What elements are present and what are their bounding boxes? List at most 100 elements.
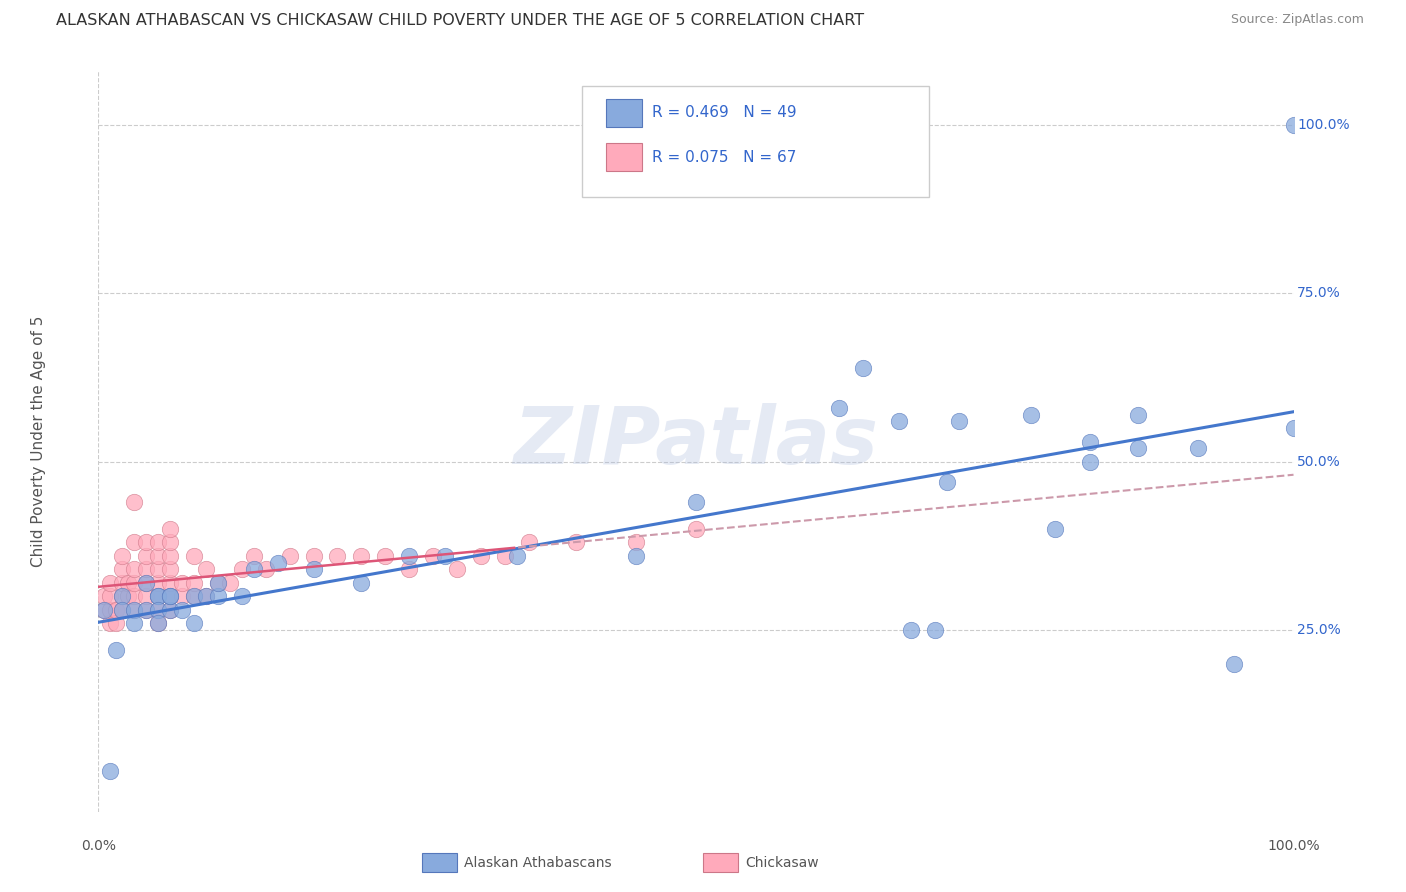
Text: 50.0%: 50.0%	[1298, 455, 1341, 468]
Text: ALASKAN ATHABASCAN VS CHICKASAW CHILD POVERTY UNDER THE AGE OF 5 CORRELATION CHA: ALASKAN ATHABASCAN VS CHICKASAW CHILD PO…	[56, 13, 865, 29]
Point	[935, 475, 957, 489]
Point	[148, 616, 170, 631]
Point	[135, 575, 157, 590]
Point	[98, 616, 122, 631]
Point	[148, 549, 170, 563]
Point	[231, 590, 253, 604]
Point	[159, 575, 181, 590]
Point	[111, 603, 134, 617]
Point	[422, 549, 444, 563]
Point	[889, 414, 911, 428]
Point	[194, 590, 217, 604]
Point	[135, 603, 157, 617]
Point	[624, 549, 647, 563]
Point	[194, 562, 217, 576]
Point	[124, 575, 146, 590]
Point	[159, 562, 181, 576]
Point	[135, 575, 157, 590]
Text: 100.0%: 100.0%	[1298, 119, 1350, 132]
Point	[183, 616, 205, 631]
Point	[1128, 442, 1150, 456]
Point	[172, 590, 194, 604]
Point	[117, 590, 139, 604]
Text: Chickasaw: Chickasaw	[745, 855, 818, 870]
Point	[93, 590, 115, 604]
Point	[148, 562, 170, 576]
Point	[517, 535, 540, 549]
Point	[470, 549, 492, 563]
Point	[159, 535, 181, 549]
Point	[148, 535, 170, 549]
Point	[183, 549, 205, 563]
Point	[159, 522, 181, 536]
Point	[124, 616, 146, 631]
Point	[135, 535, 157, 549]
Point	[1043, 522, 1066, 536]
Point	[374, 549, 396, 563]
Point	[124, 562, 146, 576]
Point	[124, 495, 146, 509]
Text: Alaskan Athabascans: Alaskan Athabascans	[464, 855, 612, 870]
Point	[172, 603, 194, 617]
Point	[624, 535, 647, 549]
Point	[243, 549, 266, 563]
Point	[398, 562, 420, 576]
Point	[159, 549, 181, 563]
Point	[105, 643, 128, 657]
Point	[1282, 421, 1305, 435]
Point	[111, 549, 134, 563]
Point	[98, 764, 122, 779]
Point	[148, 603, 170, 617]
Point	[1222, 657, 1246, 671]
Point	[231, 562, 253, 576]
Point	[350, 575, 373, 590]
Point	[828, 401, 851, 415]
Text: 75.0%: 75.0%	[1298, 286, 1341, 301]
Point	[1080, 434, 1102, 449]
Text: R = 0.075   N = 67: R = 0.075 N = 67	[652, 150, 796, 165]
Point	[924, 623, 946, 637]
Point	[148, 590, 170, 604]
Point	[194, 590, 217, 604]
Point	[93, 603, 115, 617]
Point	[207, 575, 229, 590]
Bar	[606, 99, 643, 127]
Point	[98, 590, 122, 604]
Point	[98, 575, 122, 590]
Point	[105, 603, 128, 617]
Point	[111, 590, 134, 604]
Point	[398, 549, 420, 563]
Text: 0.0%: 0.0%	[82, 838, 115, 853]
Point	[105, 616, 128, 631]
Point	[219, 575, 242, 590]
Point	[183, 575, 205, 590]
Point	[1128, 408, 1150, 422]
Point	[111, 562, 134, 576]
Point	[135, 603, 157, 617]
Point	[172, 575, 194, 590]
Point	[111, 575, 134, 590]
Point	[124, 603, 146, 617]
Point	[117, 575, 139, 590]
Point	[159, 603, 181, 617]
Point	[254, 562, 277, 576]
Point	[159, 603, 181, 617]
Text: 100.0%: 100.0%	[1267, 838, 1320, 853]
Point	[124, 590, 146, 604]
Point	[506, 549, 529, 563]
Point	[124, 535, 146, 549]
Point	[685, 495, 707, 509]
Point	[900, 623, 922, 637]
Point	[159, 590, 181, 604]
Text: ZIPatlas: ZIPatlas	[513, 402, 879, 481]
Text: Source: ZipAtlas.com: Source: ZipAtlas.com	[1230, 13, 1364, 27]
Point	[183, 590, 205, 604]
Point	[565, 535, 588, 549]
Point	[243, 562, 266, 576]
Point	[124, 603, 146, 617]
FancyBboxPatch shape	[582, 87, 929, 197]
Point	[302, 562, 325, 576]
Point	[278, 549, 301, 563]
Point	[685, 522, 707, 536]
Text: Child Poverty Under the Age of 5: Child Poverty Under the Age of 5	[31, 316, 46, 567]
